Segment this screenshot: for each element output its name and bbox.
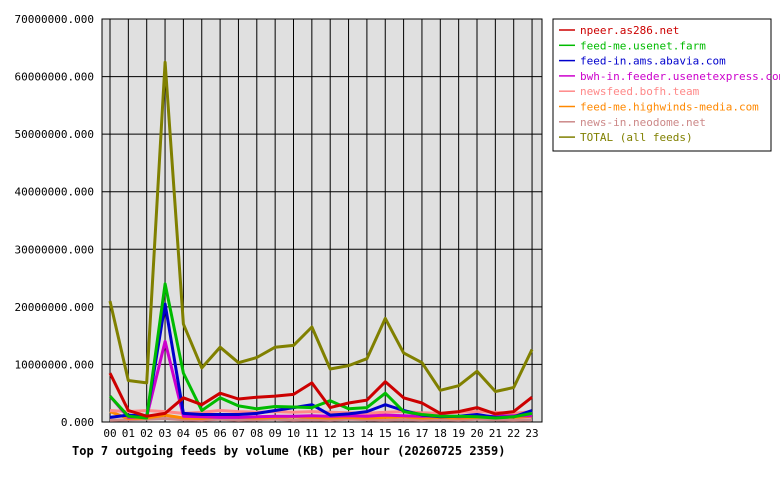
legend: npeer.as286.net feed-me.usenet.farm feed-i… (552, 18, 780, 152)
x-tick-label: 18 (434, 427, 447, 440)
x-tick-label: 17 (415, 427, 428, 440)
x-tick-label: 23 (525, 427, 538, 440)
y-tick-label: 70000000.000 (15, 13, 94, 26)
y-tick-label: 40000000.000 (15, 186, 94, 199)
x-tick-label: 05 (195, 427, 208, 440)
legend-label: feed-me.usenet.farm (580, 39, 706, 52)
y-tick-label: 0.000 (61, 416, 94, 429)
x-tick-label: 06 (213, 427, 226, 440)
x-tick-label: 10 (287, 427, 300, 440)
series-line (108, 60, 534, 393)
legend-label: bwh-in.feeder.usenetexpress.com (580, 70, 780, 83)
y-tick-label: 10000000.000 (15, 358, 94, 371)
x-tick-label: 04 (177, 427, 191, 440)
legend-label: npeer.as286.net (580, 24, 679, 37)
legend-label: newsfeed.bofh.team (580, 85, 700, 98)
x-tick-label: 19 (452, 427, 465, 440)
x-tick-label: 00 (103, 427, 116, 440)
y-tick-label: 60000000.000 (15, 71, 94, 84)
legend-label: feed-in.ams.abavia.com (580, 55, 726, 68)
series-line (108, 282, 533, 420)
legend-label: news-in.neodome.net (580, 116, 706, 129)
x-tick-label: 08 (250, 427, 263, 440)
x-tick-label: 13 (342, 427, 355, 440)
legend-box (552, 18, 772, 152)
x-axis-ticks: 00 01 02 03 04 05 06 07 08 09 10 11 12 13 14 15 16 17 18 19… (103, 427, 538, 440)
legend-label: feed-me.highwinds-media.com (580, 101, 759, 114)
x-tick-label: 09 (269, 427, 282, 440)
x-tick-label: 11 (305, 427, 318, 440)
x-tick-label: 22 (507, 427, 520, 440)
y-tick-label: 30000000.000 (15, 243, 94, 256)
series-lines (108, 60, 534, 422)
x-tick-label: 16 (397, 427, 410, 440)
y-axis-ticks: 0.000 10000000.000 20000000.000 30000000.00… (15, 13, 94, 429)
x-tick-label: 15 (379, 427, 392, 440)
legend-label: TOTAL (all feeds) (580, 131, 693, 144)
x-tick-label: 14 (360, 427, 374, 440)
x-tick-label: 20 (470, 427, 483, 440)
x-tick-label: 02 (140, 427, 153, 440)
x-tick-label: 12 (324, 427, 337, 440)
series-line (109, 417, 533, 422)
y-tick-label: 20000000.000 (15, 301, 94, 314)
x-tick-label: 03 (158, 427, 171, 440)
plot-area (101, 18, 543, 423)
series-line (108, 372, 533, 418)
x-tick-label: 01 (122, 427, 135, 440)
x-tick-label: 21 (489, 427, 502, 440)
y-tick-label: 50000000.000 (15, 128, 94, 141)
x-tick-label: 07 (232, 427, 245, 440)
chart-title: Top 7 outgoing feeds by volume (KB) per … (72, 444, 505, 458)
